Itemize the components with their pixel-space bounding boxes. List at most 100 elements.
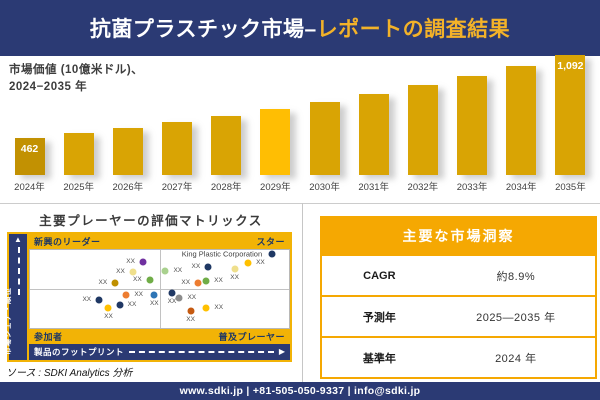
bar-column: 2030年 [308, 102, 341, 193]
insights-table-header: 主要な市場洞察 [322, 218, 595, 254]
matrix-point-label: XX [173, 266, 183, 274]
matrix-point [139, 258, 147, 266]
matrix-point-label: XX [104, 312, 113, 320]
bar-2035年: 1,092 [555, 55, 586, 175]
matrix-point-label: XX [167, 297, 177, 305]
bar-2031年 [358, 94, 389, 175]
matrix-point [116, 301, 124, 309]
bar-column: 2029年 [259, 109, 292, 193]
matrix-x-axis: 製品のフットプリント ▶ [29, 344, 290, 360]
bar-value-label: 1,092 [557, 60, 584, 72]
matrix-point-label: XX [256, 258, 265, 266]
arrow-right-icon: ▶ [278, 347, 285, 356]
insights-row: CAGR 約8.9% [322, 254, 595, 295]
plot-horizontal-gridline [30, 289, 289, 290]
y-axis-dashed-line [18, 247, 20, 295]
matrix-point [175, 294, 183, 302]
quadrant-label-participants: 参加者 [34, 332, 63, 342]
matrix-point-label: XX [116, 268, 125, 276]
matrix-point-label: XX [191, 262, 201, 270]
bar-column: 462 2024年 [13, 138, 46, 193]
matrix-point [202, 304, 210, 312]
matrix-title: 主要プレーヤーの評価マトリックス [39, 214, 263, 228]
bar-column: 1,092 2035年 [554, 55, 587, 193]
chart-caption-line2: 2024−2035 年 [9, 80, 88, 93]
player-matrix-section: 主要プレーヤーの評価マトリックス ▲ 市場シェア・順位 新興のリーダー スター … [0, 204, 302, 382]
x-axis-dashed-line [129, 351, 274, 353]
quadrant-label-emerging-leaders: 新興のリーダー [34, 237, 101, 247]
matrix-point [244, 259, 252, 267]
matrix-point [268, 250, 276, 258]
quadrant-label-star: スター [256, 237, 285, 247]
matrix-point [150, 291, 158, 299]
bar-category-label: 2028年 [210, 182, 242, 193]
matrix-body: 新興のリーダー スター XX XX XX XX XX XX XX XX King Plastic… [29, 234, 290, 360]
page-footer: www.sdki.jp | +81-505-050-9337 | info@sd… [0, 382, 600, 400]
matrix-point [204, 263, 212, 271]
bar-category-label: 2031年 [358, 182, 390, 193]
quadrant-label-pervasive-players: 普及プレーヤー [218, 332, 285, 342]
matrix-point-label: XX [132, 275, 142, 283]
bar-category-label: 2024年 [14, 182, 45, 193]
bar-column: 2028年 [210, 116, 243, 193]
matrix-point-label: XX [187, 294, 197, 302]
chart-caption: 市場価値 (10億米ドル)、 2024−2035 年 [9, 62, 143, 95]
bar-column: 2032年 [406, 85, 439, 193]
bar-category-label: 2027年 [161, 182, 193, 193]
matrix-point [187, 307, 195, 315]
matrix-point [231, 265, 239, 273]
matrix-point [161, 267, 169, 275]
insights-row: 予測年 2025—2035 年 [322, 295, 595, 336]
matrix-point-label: XX [214, 276, 223, 284]
bar-chart: 462 2024年 2025年 2026年 2027年 2028年 2029年 2030年 20… [13, 55, 587, 193]
bar-category-label: 2029年 [260, 182, 291, 193]
horizontal-divider [0, 203, 600, 204]
matrix-plot: XX XX XX XX XX XX XX XX King Plastic Corporation… [29, 249, 290, 329]
chart-caption-line1: 市場価値 (10億米ドル)、 [9, 64, 144, 76]
matrix-point [95, 296, 103, 304]
matrix-y-axis: ▲ 市場シェア・順位 [3, 234, 27, 360]
matrix-point [202, 277, 210, 285]
insights-row: 基準年 2024 年 [322, 336, 595, 377]
bar-column: 2031年 [357, 94, 390, 193]
source-note: ソース : SDKI Analytics 分析 [6, 368, 133, 379]
bar-2026年 [112, 128, 143, 175]
insights-row-value: 2024 年 [495, 352, 537, 365]
bar-column: 2026年 [111, 128, 144, 193]
page-title: 抗菌プラスチック市場– [89, 18, 317, 41]
matrix-point [122, 291, 130, 299]
bar-2027年 [162, 122, 193, 175]
y-axis-label: 市場シェア・順位 [3, 287, 12, 355]
bar-category-label: 2030年 [309, 182, 340, 193]
matrix-point-label: XX [82, 295, 92, 303]
insights-row-value: 2025—2035 年 [476, 311, 556, 324]
bar-column: 2027年 [161, 122, 194, 193]
insights-row-value: 約8.9% [496, 270, 536, 283]
x-axis-label: 製品のフットプリント [34, 347, 125, 357]
bar-2034年 [506, 66, 537, 175]
bottom-section: 主要プレーヤーの評価マトリックス ▲ 市場シェア・順位 新興のリーダー スター … [0, 204, 600, 382]
matrix-point [129, 268, 137, 276]
matrix-point [168, 289, 176, 297]
bar-value-label: 462 [20, 143, 39, 155]
matrix-point-label: XX [98, 278, 108, 286]
matrix-point-label: XX [230, 273, 239, 281]
insights-row-label: CAGR [363, 269, 396, 282]
bar-2032年 [407, 85, 438, 175]
insights-row-label: 基準年 [362, 352, 396, 365]
matrix-point [111, 279, 119, 287]
matrix-point-label: XX [149, 300, 159, 308]
bar-category-label: 2034年 [505, 182, 537, 193]
matrix-point [146, 276, 154, 284]
bar-category-label: 2025年 [63, 182, 94, 193]
market-insights-section: 主要な市場洞察 CAGR 約8.9% 予測年 2025—2035 年基準年 2024 年 [302, 204, 600, 382]
bar-category-label: 2032年 [407, 182, 439, 193]
matrix-point-label: XX [214, 304, 224, 312]
bar-column: 2034年 [505, 66, 538, 193]
quadrant-top-labels: 新興のリーダー スター [29, 234, 290, 249]
footer-contact-link[interactable]: www.sdki.jp | +81-505-050-9337 | info@sd… [179, 385, 421, 397]
bar-2028年 [211, 116, 242, 175]
insights-table-body: CAGR 約8.9% 予測年 2025—2035 年基準年 2024 年 [322, 254, 595, 377]
bar-2029年 [260, 109, 291, 175]
